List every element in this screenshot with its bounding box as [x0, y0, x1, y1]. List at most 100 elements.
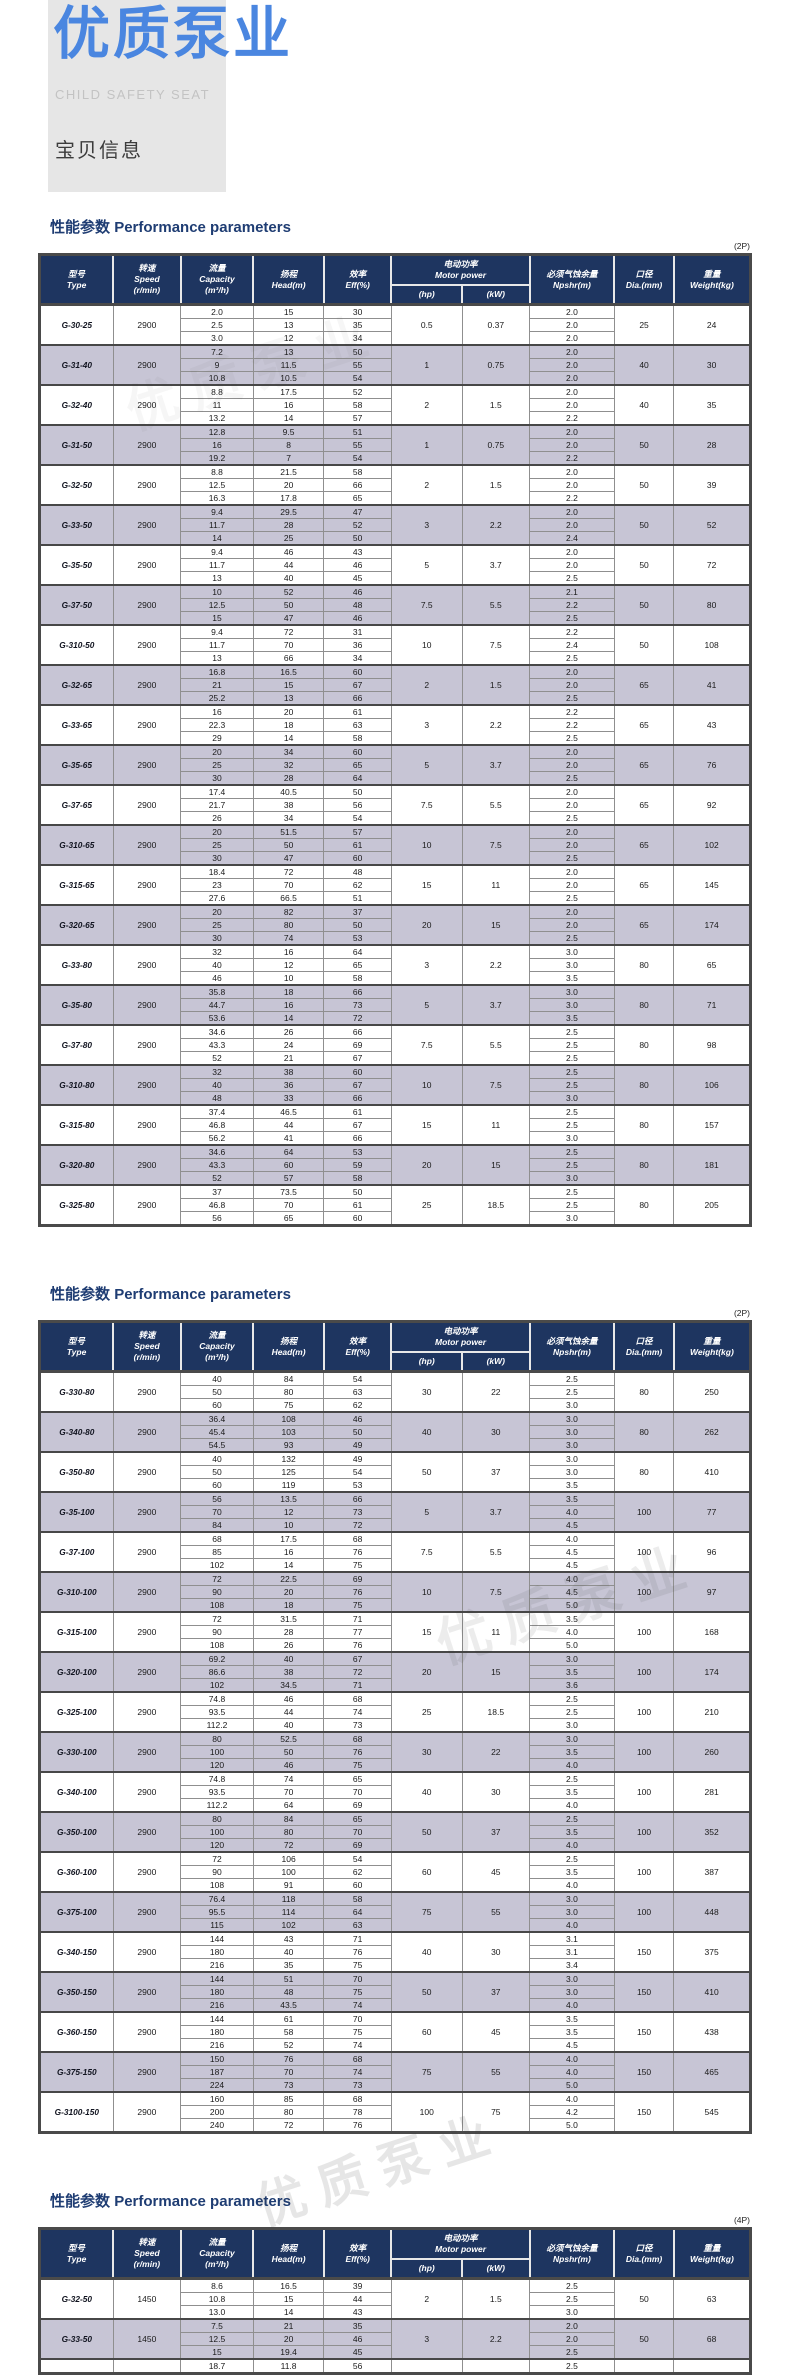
cell-npshr: 2.0: [529, 878, 615, 893]
section-title: 宝贝信息: [55, 140, 143, 162]
cell-head: 76: [252, 2051, 325, 2067]
cell-npshr: 2.5: [529, 571, 615, 586]
table-row: 14 25 50 2.4: [40, 531, 751, 546]
col-weight: 重量 Weight(kg): [672, 2227, 752, 2280]
cell-head: 19.4: [252, 2345, 325, 2360]
cell-capacity: 10.8: [180, 2292, 254, 2307]
table-row: G-340-100 2900 74.8 74 65 40 30 2.5 100 281: [39, 1771, 751, 1813]
cell-speed: 2900: [112, 824, 182, 866]
cell-npshr: 3.0: [529, 944, 615, 960]
cell-eff: 68: [323, 1691, 392, 1707]
cell-head: 29.5: [252, 504, 325, 520]
cell-npshr: 2.0: [529, 758, 615, 773]
cell-head: 14: [252, 1558, 325, 1573]
table-row: G-340-150 2900 144 43 71 40 30 3.1 150 375: [39, 1931, 751, 1973]
cell-npshr: 3.0: [529, 2305, 615, 2320]
table-row: 90 28 77 4.0: [40, 1625, 751, 1640]
table-row: G-3100-150 2900 160 85 68 100 75 4.0 150 545: [39, 2091, 751, 2134]
cell-npshr: 3.5: [529, 971, 615, 986]
cell-head: 17.5: [252, 1531, 325, 1547]
cell-head: 34: [252, 811, 325, 826]
cell-dia: 50: [613, 544, 675, 586]
cell-npshr: 2.5: [529, 851, 615, 866]
cell-capacity: 56: [180, 1491, 254, 1507]
cell-head: 58: [252, 2025, 325, 2040]
cell-capacity: 108: [180, 1878, 254, 1893]
cell-hp: 3: [390, 504, 463, 546]
table-row: 13 66 34 2.5: [40, 651, 751, 666]
cell-npshr: 2.0: [529, 904, 615, 920]
cell-speed: 2900: [112, 1370, 182, 1413]
table-row: 46.8 44 67 2.5: [40, 1118, 751, 1133]
cell-eff: 69: [323, 1838, 392, 1853]
cell-speed: 2900: [112, 1891, 182, 1933]
cell-capacity: 84: [180, 1518, 254, 1533]
cell-head: 34: [252, 744, 325, 760]
cell-eff: 43: [323, 544, 392, 560]
cell-head: 31.5: [252, 1611, 325, 1627]
cell-capacity: 9.4: [180, 624, 254, 640]
cell-weight: 77: [673, 1491, 751, 1533]
cell-hp: 2: [390, 664, 463, 706]
table-row: 100 80 70 3.5: [40, 1825, 751, 1840]
cell-dia: 65: [613, 744, 675, 786]
cell-kw: 55: [461, 1891, 531, 1933]
cell-npshr: 3.5: [529, 1478, 615, 1493]
cell-head: 70: [252, 878, 325, 893]
cell-npshr: 3.6: [529, 1678, 615, 1693]
cell-head: 40: [252, 1651, 325, 1667]
cell-weight: 98: [673, 1024, 751, 1066]
cell-capacity: 25.2: [180, 691, 254, 706]
cell-eff: 58: [323, 464, 392, 480]
cell-hp: 0.5: [390, 303, 463, 346]
cell-npshr: 2.4: [529, 531, 615, 546]
cell-npshr: 4.0: [529, 1918, 615, 1933]
cell-dia: 80: [613, 1451, 675, 1493]
cell-hp: 7.5: [390, 1024, 463, 1066]
cell-head: 70: [252, 1785, 325, 1800]
cell-capacity: 180: [180, 1945, 254, 1960]
cell-eff: 53: [323, 1478, 392, 1493]
cell-kw: 7.5: [461, 624, 531, 666]
cell-npshr: 3.1: [529, 1945, 615, 1960]
cell-kw: 0.37: [461, 303, 531, 346]
cell-npshr: 2.2: [529, 718, 615, 733]
cell-eff: 58: [323, 398, 392, 413]
cell-head: 18: [252, 984, 325, 1000]
cell-npshr: 2.5: [529, 1038, 615, 1053]
cell-eff: 68: [323, 1731, 392, 1747]
cell-capacity: 52: [180, 1051, 254, 1066]
cell-capacity: 46.8: [180, 1198, 254, 1213]
table-row: G-32-40 2900 8.8 17.5 52 2 1.5 2.0 40 35: [39, 384, 751, 426]
cell-npshr: 3.0: [529, 958, 615, 973]
cell-head: 26: [252, 1638, 325, 1653]
cell-eff: 56: [323, 2358, 392, 2375]
table-row: 53.6 14 72 3.5: [40, 1011, 751, 1026]
cell-npshr: 4.0: [529, 1838, 615, 1853]
cell-head: 64: [252, 1798, 325, 1813]
cell-head: 132: [252, 1451, 325, 1467]
cell-npshr: 2.0: [529, 664, 615, 680]
cell-hp: 15: [390, 1611, 463, 1653]
cell-capacity: 76.4: [180, 1891, 254, 1907]
cell-npshr: 4.0: [529, 1998, 615, 2013]
cell-eff: 62: [323, 1398, 392, 1413]
cell-hp: 100: [390, 2091, 463, 2134]
table-row: 52 21 67 2.5: [40, 1051, 751, 1066]
col-motor-power: 电动功率 Motor power: [390, 2227, 531, 2261]
cell-eff: 69: [323, 1571, 392, 1587]
table-row: G-310-80 2900 32 38 60 10 7.5 2.5 80 106: [39, 1064, 751, 1106]
cell-dia: 65: [613, 864, 675, 906]
cell-head: 61: [252, 2011, 325, 2027]
cell-eff: 54: [323, 811, 392, 826]
cell-hp: 50: [390, 1811, 463, 1853]
cell-head: 13.5: [252, 1491, 325, 1507]
cell-eff: 65: [323, 958, 392, 973]
cell-head: 70: [252, 2065, 325, 2080]
cell-capacity: 9.4: [180, 504, 254, 520]
cell-eff: 49: [323, 1438, 392, 1453]
cell-eff: 37: [323, 904, 392, 920]
cell-npshr: 3.0: [529, 1425, 615, 1440]
cell-capacity: 86.6: [180, 1665, 254, 1680]
cell-npshr: 4.0: [529, 1531, 615, 1547]
